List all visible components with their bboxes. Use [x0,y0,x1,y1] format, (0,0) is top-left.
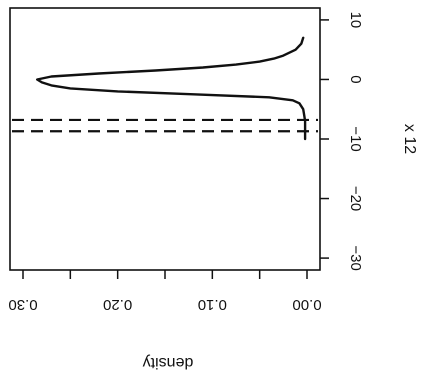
x-axis-label: x 12 [401,124,418,154]
plot-frame [9,7,321,271]
x-axis: −30 −20 −10 0 10 [320,12,364,271]
x-tick-label: −10 [347,126,364,151]
y-axis: 0.00 0.10 0.20 0.30 [8,270,322,313]
y-tick-label: 0.20 [103,296,132,313]
x-tick-label: −20 [347,186,364,211]
y-tick-label: 0.10 [198,296,227,313]
x-tick-label: 10 [347,12,364,29]
series-group [36,36,307,141]
y-tick-label: 0.30 [8,296,37,313]
reference-lines [12,118,318,133]
y-axis-label: density [143,354,194,371]
x-tick-label: 0 [347,75,364,83]
x-tick-label: −30 [347,245,364,270]
y-tick-label: 0.00 [292,296,321,313]
density-curve [36,36,307,141]
